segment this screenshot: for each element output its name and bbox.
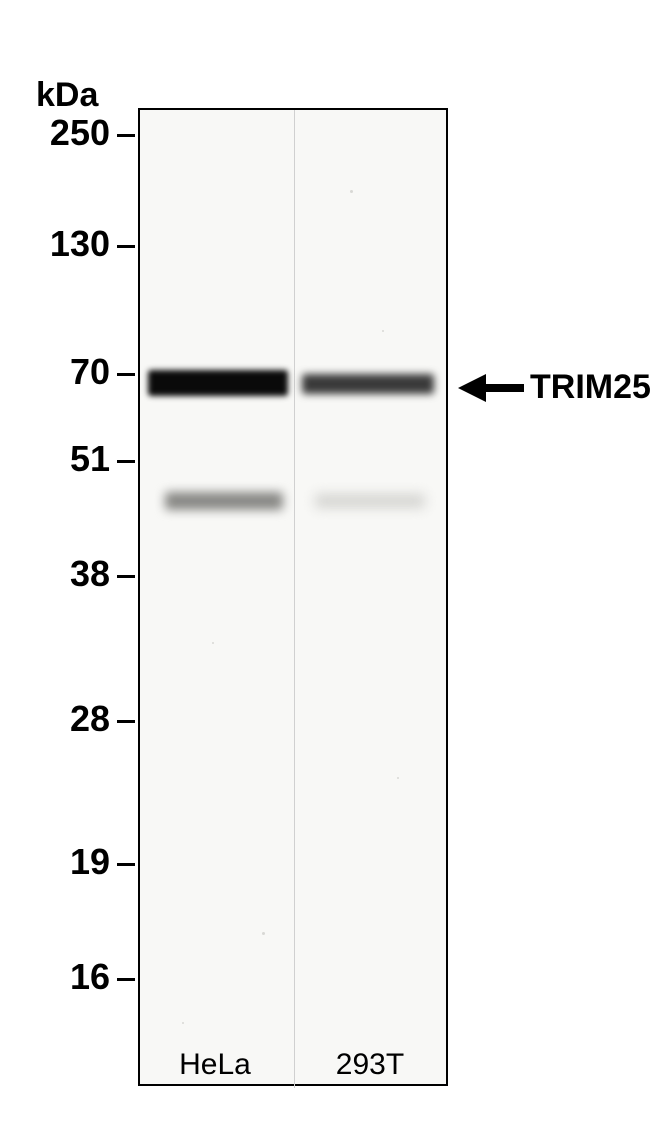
marker-label: 250 — [50, 112, 110, 154]
arrow-head-icon — [458, 374, 486, 402]
marker-label: 16 — [70, 956, 110, 998]
marker-tick — [117, 373, 135, 376]
marker-label: 130 — [50, 223, 110, 265]
marker-label: 28 — [70, 698, 110, 740]
noise-speckle — [182, 1022, 184, 1024]
band-arrow: TRIM25 — [458, 368, 650, 407]
lane-label: HeLa — [165, 1048, 265, 1082]
target-protein-label: TRIM25 — [530, 368, 650, 407]
marker-tick — [117, 575, 135, 578]
marker-tick — [117, 245, 135, 248]
marker-label: 19 — [70, 841, 110, 883]
blot-membrane — [138, 108, 448, 1086]
noise-speckle — [262, 932, 265, 935]
noise-speckle — [382, 330, 384, 332]
protein-band — [165, 492, 283, 510]
noise-speckle — [212, 642, 214, 644]
marker-label: 70 — [70, 351, 110, 393]
unit-label: kDa — [36, 76, 98, 115]
marker-tick — [117, 863, 135, 866]
noise-speckle — [350, 190, 353, 193]
marker-tick — [117, 460, 135, 463]
marker-label: 38 — [70, 553, 110, 595]
marker-label: 51 — [70, 438, 110, 480]
protein-band — [315, 494, 425, 508]
arrow-line — [486, 384, 524, 392]
lane-label: 293T — [320, 1048, 420, 1082]
protein-band — [148, 370, 288, 396]
lane-divider — [294, 110, 295, 1088]
protein-band — [302, 374, 434, 394]
marker-tick — [117, 720, 135, 723]
marker-tick — [117, 978, 135, 981]
western-blot-figure: kDa 250 130 70 51 38 28 19 16 HeLa 293T TRIM25 — [0, 0, 650, 1141]
marker-tick — [117, 134, 135, 137]
noise-speckle — [397, 777, 399, 779]
